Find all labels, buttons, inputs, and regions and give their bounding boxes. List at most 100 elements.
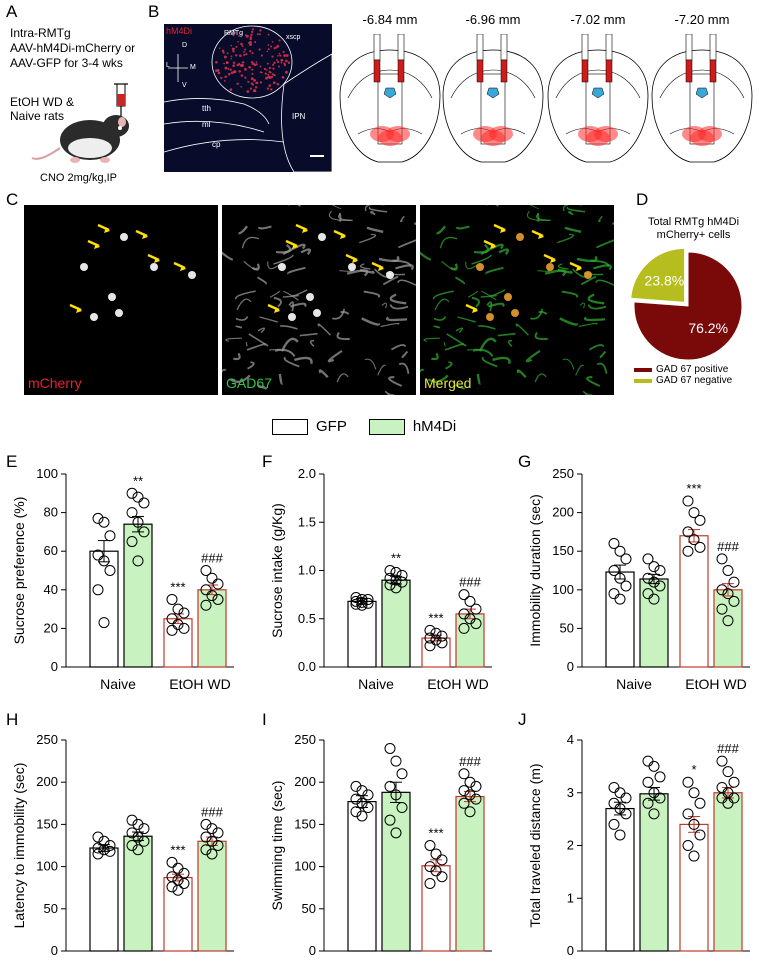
labeled-cell bbox=[226, 52, 229, 55]
fiber bbox=[586, 376, 601, 387]
labeled-cell bbox=[229, 68, 232, 71]
data-point bbox=[620, 580, 632, 592]
xscp-label: xscp bbox=[286, 34, 301, 41]
cannula-tip bbox=[685, 34, 693, 61]
labeled-cell bbox=[239, 54, 242, 57]
fiber bbox=[366, 226, 384, 234]
data-point bbox=[608, 797, 620, 809]
section-label: -7.02 mm bbox=[570, 12, 626, 27]
cannula-tip bbox=[476, 34, 484, 61]
section-contour bbox=[555, 69, 641, 99]
labeled-cell bbox=[287, 61, 291, 65]
y-axis-label: Latency to immobility (sec) bbox=[11, 763, 27, 929]
data-point bbox=[620, 792, 632, 804]
fiber bbox=[363, 290, 381, 298]
fiber bbox=[480, 294, 497, 298]
section-contour bbox=[450, 69, 536, 99]
data-point bbox=[132, 844, 144, 856]
labeled-cell bbox=[271, 40, 274, 43]
fiber bbox=[433, 325, 441, 329]
fiber bbox=[278, 373, 284, 385]
cannula-tip bbox=[500, 34, 508, 61]
labeled-cell bbox=[218, 47, 221, 49]
data-point bbox=[178, 877, 190, 889]
significance-label: *** bbox=[170, 579, 185, 594]
fiber bbox=[283, 356, 300, 368]
data-point bbox=[200, 599, 212, 611]
significance-label: ### bbox=[459, 575, 481, 590]
labeled-cell bbox=[229, 88, 233, 91]
data-point bbox=[648, 808, 660, 820]
fiber bbox=[222, 251, 234, 261]
x-category-label: Naive bbox=[100, 676, 136, 692]
axis-d-label: D bbox=[182, 42, 188, 49]
fiber bbox=[327, 349, 343, 363]
fiber bbox=[336, 373, 349, 383]
arrow-head bbox=[142, 233, 148, 239]
labeled-cell bbox=[258, 48, 261, 51]
data-point bbox=[424, 840, 436, 851]
data-point bbox=[104, 530, 116, 542]
data-point bbox=[424, 624, 436, 636]
fiber bbox=[401, 350, 409, 359]
axis-l-label: L bbox=[166, 62, 170, 69]
fiber bbox=[557, 268, 573, 274]
data-point bbox=[716, 603, 728, 615]
fiber bbox=[472, 348, 494, 357]
data-point bbox=[654, 792, 666, 804]
fiber bbox=[443, 342, 446, 347]
data-point bbox=[470, 603, 482, 615]
fiber bbox=[530, 308, 544, 320]
y-tick-label: 250 bbox=[552, 466, 574, 481]
fiber bbox=[381, 302, 387, 309]
cp-label: cp bbox=[212, 140, 221, 149]
y-tick-label: 0 bbox=[567, 659, 574, 674]
data-point bbox=[390, 582, 402, 594]
bar bbox=[89, 847, 119, 952]
y-tick-label: 200 bbox=[36, 774, 58, 789]
data-point bbox=[172, 619, 184, 631]
significance-label: *** bbox=[428, 610, 443, 625]
panel-a-line: Naive rats bbox=[10, 109, 65, 123]
labeled-cell bbox=[259, 29, 262, 32]
panel-label-d: D bbox=[636, 190, 649, 209]
y-tick-label: 100 bbox=[552, 582, 574, 597]
data-point bbox=[98, 617, 110, 629]
fiber bbox=[588, 344, 605, 351]
data-point bbox=[132, 491, 144, 503]
data-point bbox=[166, 856, 178, 868]
cannula bbox=[605, 59, 613, 83]
panel-a-bottom-text: EtOH WD & Naive rats bbox=[10, 95, 74, 123]
fiber bbox=[488, 302, 505, 308]
data-point bbox=[200, 565, 212, 576]
labeled-cell bbox=[260, 54, 263, 57]
y-tick-label: 0 bbox=[51, 659, 58, 674]
labeled-cell bbox=[243, 50, 246, 53]
data-point bbox=[92, 848, 104, 860]
labeled-cell bbox=[277, 65, 280, 68]
section-label: -6.84 mm bbox=[362, 12, 418, 27]
data-point bbox=[648, 576, 660, 588]
fiber bbox=[282, 294, 299, 298]
data-point bbox=[464, 806, 476, 818]
fiber bbox=[389, 304, 409, 310]
data-point bbox=[694, 797, 706, 809]
labeled-cell bbox=[220, 76, 223, 80]
cell-body bbox=[80, 263, 88, 271]
cell-body bbox=[318, 233, 326, 241]
data-point bbox=[464, 789, 476, 801]
labeled-cell bbox=[250, 61, 254, 64]
data-point bbox=[356, 797, 368, 809]
dorsal-raphe-marker bbox=[383, 87, 397, 99]
labeled-cell bbox=[278, 39, 281, 42]
y-tick-label: 100 bbox=[36, 466, 58, 481]
labeled-cell bbox=[267, 73, 270, 76]
fiber bbox=[580, 276, 597, 286]
fiber bbox=[587, 304, 607, 310]
labeled-cell bbox=[283, 64, 287, 67]
panel-label-h: H bbox=[6, 710, 19, 729]
fiber bbox=[288, 301, 295, 312]
rat-illustration bbox=[31, 83, 129, 163]
y-axis-label: Sucrose preference (%) bbox=[11, 497, 27, 645]
x-category-label: EtOH WD bbox=[685, 676, 746, 692]
